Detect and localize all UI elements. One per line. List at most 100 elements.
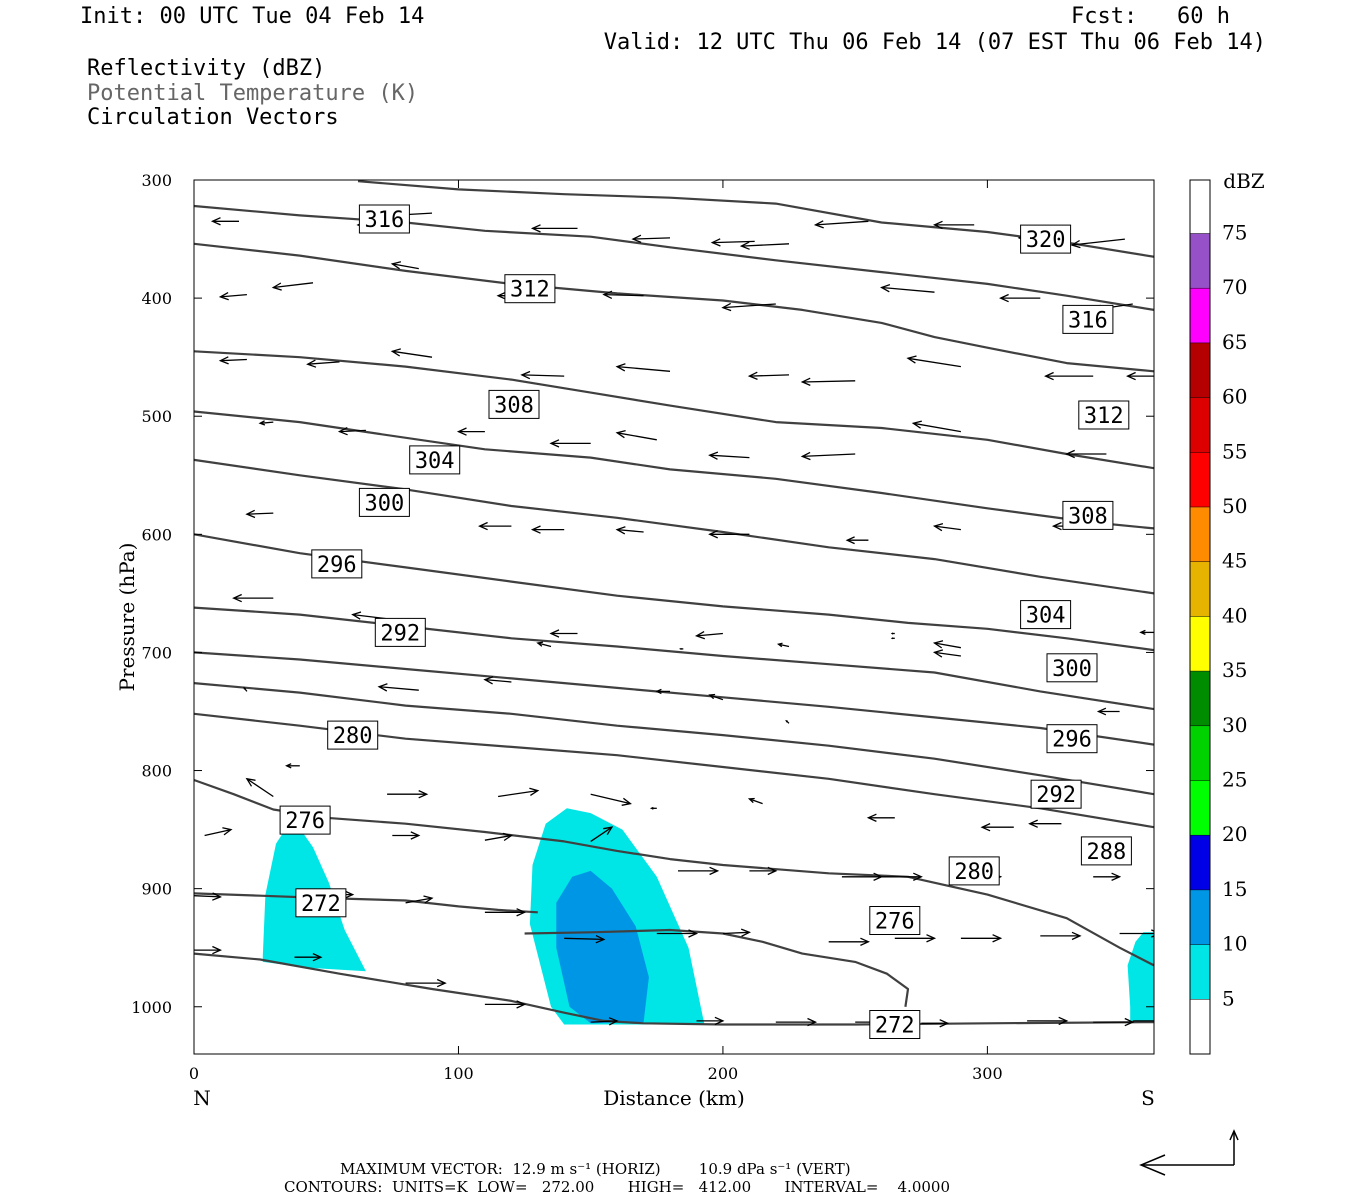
circulation-vector bbox=[243, 686, 248, 692]
contour-label: 288 bbox=[1080, 836, 1132, 866]
contour-label: 280 bbox=[327, 720, 379, 750]
contour-label: 320 bbox=[1020, 224, 1072, 254]
circulation-vector bbox=[615, 363, 671, 372]
svg-text:320: 320 bbox=[1026, 228, 1066, 253]
x-tick-label: 100 bbox=[443, 1064, 474, 1083]
svg-text:276: 276 bbox=[285, 809, 325, 834]
svg-text:316: 316 bbox=[1068, 308, 1108, 333]
reflectivity-area-2 bbox=[556, 870, 649, 1024]
colorbar-label: 40 bbox=[1222, 603, 1247, 627]
theta-contour-304 bbox=[194, 458, 1154, 595]
circulation-vector bbox=[710, 238, 755, 247]
circulation-vector bbox=[960, 934, 1003, 943]
contour-label: 308 bbox=[1062, 500, 1114, 530]
circulation-vector bbox=[484, 832, 513, 842]
colorbar-band bbox=[1190, 397, 1210, 453]
contour-label: 312 bbox=[1078, 400, 1130, 430]
theta-contour-312 bbox=[194, 350, 1154, 470]
svg-text:304: 304 bbox=[415, 449, 455, 474]
contour-label: 304 bbox=[409, 445, 461, 475]
legend-reflectivity: Reflectivity (dBZ) bbox=[87, 56, 326, 81]
colorbar: 5 10 15 20 25 30 35 40 45 50 55 60 65 70 75 bbox=[1189, 179, 1247, 1055]
svg-text:312: 312 bbox=[510, 278, 550, 303]
circulation-vector bbox=[932, 649, 961, 658]
svg-text:308: 308 bbox=[494, 393, 534, 418]
colorbar-band bbox=[1190, 671, 1210, 726]
circulation-vector bbox=[377, 683, 419, 692]
circulation-vector bbox=[980, 823, 1014, 832]
circulation-vector bbox=[530, 224, 578, 233]
circulation-vector bbox=[747, 371, 790, 381]
svg-text:276: 276 bbox=[875, 910, 915, 935]
colorbar-label: 15 bbox=[1222, 877, 1247, 901]
colorbar-label: 65 bbox=[1222, 330, 1247, 354]
circulation-vector bbox=[387, 790, 429, 799]
circulation-vector bbox=[775, 1017, 818, 1027]
colorbar-label: 30 bbox=[1222, 713, 1247, 737]
circulation-vector bbox=[696, 1016, 725, 1026]
y-tick-label: 1000 bbox=[131, 998, 172, 1017]
circulation-vector bbox=[285, 763, 300, 769]
y-tick-label: 900 bbox=[141, 880, 172, 899]
contour-label: 308 bbox=[488, 389, 540, 419]
legend-circulation-vectors: Circulation Vectors bbox=[87, 105, 339, 130]
svg-text:304: 304 bbox=[1026, 604, 1066, 629]
circulation-vector bbox=[999, 293, 1041, 303]
colorbar-label: 70 bbox=[1222, 275, 1247, 299]
forecast-hour: Fcst: 60 h bbox=[1071, 4, 1230, 29]
circulation-vector bbox=[483, 676, 512, 685]
contour-label: 304 bbox=[1020, 600, 1072, 630]
circulation-vector bbox=[649, 806, 657, 810]
circulation-vector bbox=[392, 831, 421, 840]
circulation-vector bbox=[894, 934, 937, 943]
x-axis-label: Distance (km) bbox=[603, 1086, 745, 1110]
contour-labels: 316 312 308 304 300 296 292 280 276 272 320 316 312 3… bbox=[279, 204, 1132, 1039]
contour-label: 312 bbox=[504, 274, 556, 304]
contour-label: 292 bbox=[374, 617, 426, 647]
circulation-vector bbox=[405, 895, 434, 904]
colorbar-frame bbox=[1189, 179, 1211, 1055]
circulation-vector bbox=[1139, 629, 1154, 635]
svg-text:292: 292 bbox=[380, 621, 420, 646]
contour-label: 276 bbox=[869, 906, 921, 935]
svg-text:292: 292 bbox=[1036, 783, 1076, 808]
colorbar-band bbox=[1190, 288, 1210, 343]
colorbar-label: 45 bbox=[1222, 549, 1247, 573]
colorbar-label: 60 bbox=[1222, 385, 1247, 409]
circulation-vector bbox=[306, 359, 340, 368]
circulation-vector bbox=[932, 522, 961, 532]
colorbar-band bbox=[1190, 561, 1210, 617]
colorbar-band bbox=[1190, 616, 1210, 672]
circulation-vector bbox=[615, 429, 657, 441]
circulation-vector bbox=[911, 420, 962, 433]
circulation-vector bbox=[484, 908, 527, 917]
colorbar-label: 75 bbox=[1222, 221, 1247, 245]
colorbar-band bbox=[1190, 507, 1210, 562]
theta-contour-292 bbox=[194, 651, 1154, 746]
circulation-vector bbox=[194, 945, 222, 955]
y-tick-label: 400 bbox=[141, 289, 172, 308]
contour-label: 296 bbox=[311, 549, 363, 579]
x-tick-label: 200 bbox=[708, 1064, 739, 1083]
circulation-vector bbox=[271, 282, 314, 291]
circulation-vector bbox=[1027, 1016, 1069, 1026]
circulation-vector bbox=[218, 292, 247, 301]
circulation-vector bbox=[813, 220, 869, 229]
circulation-vector bbox=[210, 217, 239, 226]
circulation-vector bbox=[232, 593, 274, 603]
circulation-vector bbox=[204, 827, 233, 837]
circulation-vector bbox=[484, 1000, 527, 1009]
contour-label: 296 bbox=[1046, 724, 1098, 754]
svg-text:308: 308 bbox=[1068, 504, 1108, 529]
circulation-vector bbox=[708, 451, 750, 460]
circulation-vector bbox=[1119, 929, 1154, 938]
circulation-vector bbox=[520, 370, 565, 380]
circulation-vector bbox=[1040, 931, 1082, 941]
circulation-vector bbox=[245, 777, 274, 798]
svg-text:312: 312 bbox=[1084, 404, 1124, 429]
circulation-vector bbox=[678, 647, 684, 650]
circulation-vector bbox=[478, 521, 512, 531]
circulation-vectors bbox=[194, 210, 1154, 1028]
theta-contour-288 bbox=[194, 682, 1154, 796]
colorbar-label: 50 bbox=[1222, 494, 1247, 518]
